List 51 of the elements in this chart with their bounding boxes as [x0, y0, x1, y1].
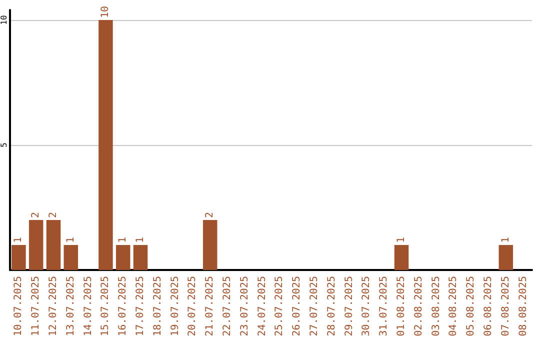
x-tick-label: 28.07.2025 — [326, 276, 338, 336]
bar — [394, 245, 409, 270]
x-tick-label: 04.08.2025 — [448, 276, 460, 336]
bar — [133, 245, 148, 270]
x-tick-label: 05.08.2025 — [466, 276, 477, 336]
x-tick-label: 03.08.2025 — [430, 276, 442, 336]
data-label: 1 — [13, 236, 24, 243]
bar — [202, 220, 218, 270]
x-tick-label: 24.07.2025 — [256, 276, 268, 336]
x-tick-label: 27.07.2025 — [309, 276, 320, 336]
x-tick-label: 12.07.2025 — [48, 276, 59, 336]
data-label: 1 — [118, 236, 129, 243]
x-tick-label: 23.07.2025 — [239, 276, 250, 336]
x-tick-label: 13.07.2025 — [65, 276, 76, 336]
bar — [12, 245, 26, 270]
data-label: 1 — [65, 236, 76, 243]
x-tick-label: 30.07.2025 — [361, 276, 372, 336]
x-tick-label: 31.07.2025 — [378, 276, 390, 336]
bar — [116, 245, 130, 270]
bar — [98, 20, 113, 270]
x-tick-label: 06.08.2025 — [483, 276, 494, 336]
x-tick-label: 29.07.2025 — [344, 276, 355, 336]
bar — [46, 220, 61, 270]
x-tick-label: 26.07.2025 — [292, 276, 303, 336]
data-label: 1 — [500, 236, 512, 243]
x-tick-label: 17.07.2025 — [135, 276, 146, 336]
x-tick-label: 25.07.2025 — [274, 276, 286, 336]
x-tick-label: 10.07.2025 — [13, 276, 24, 336]
data-label: 2 — [48, 212, 59, 218]
x-tick-label: 20.07.2025 — [187, 276, 198, 336]
data-label: 10 — [100, 6, 112, 18]
bar — [498, 245, 514, 270]
y-tick-label: 5 — [0, 142, 8, 148]
x-tick-label: 07.08.2025 — [500, 276, 512, 336]
bar — [64, 245, 78, 270]
x-tick-label: 01.08.2025 — [396, 276, 407, 336]
x-tick-label: 19.07.2025 — [170, 276, 181, 336]
x-tick-label: 08.08.2025 — [518, 276, 529, 336]
data-label: 2 — [30, 212, 42, 218]
data-label: 1 — [135, 236, 146, 243]
x-tick-label: 15.07.2025 — [100, 276, 112, 336]
x-tick-label: 22.07.2025 — [222, 276, 233, 336]
x-tick-label: 11.07.2025 — [30, 276, 42, 336]
x-tick-label: 21.07.2025 — [204, 276, 216, 336]
bar — [28, 220, 44, 270]
x-tick-label: 14.07.2025 — [82, 276, 94, 336]
x-tick-label: 16.07.2025 — [118, 276, 129, 336]
x-tick-label: 02.08.2025 — [413, 276, 424, 336]
data-label: 1 — [396, 236, 407, 243]
data-label: 2 — [204, 212, 216, 218]
x-tick-label: 18.07.2025 — [152, 276, 164, 336]
